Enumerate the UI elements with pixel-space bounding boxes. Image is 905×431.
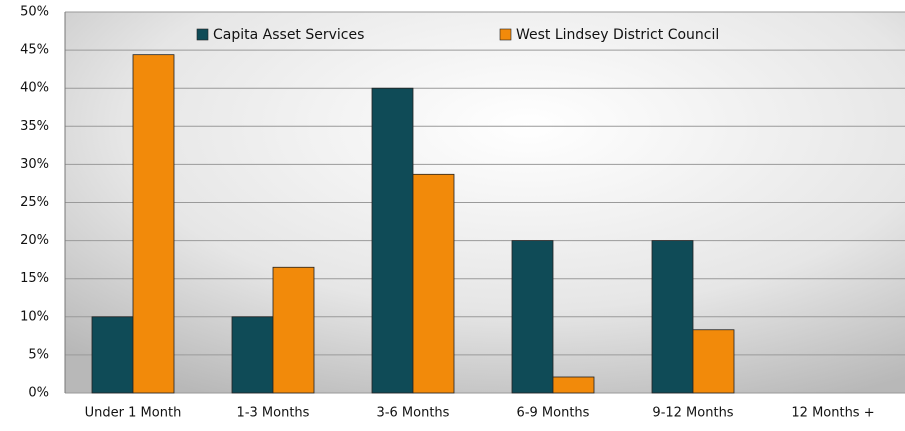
y-tick-label: 10% <box>20 309 49 324</box>
legend-label: West Lindsey District Council <box>516 27 719 43</box>
bar <box>371 87 414 394</box>
legend-label: Capita Asset Services <box>213 27 364 43</box>
y-tick-label: 15% <box>20 271 49 286</box>
bar <box>91 316 134 394</box>
y-tick-label: 40% <box>20 81 49 96</box>
x-tick-label: 6-9 Months <box>517 406 590 421</box>
bar <box>272 266 315 394</box>
y-tick-label: 45% <box>20 43 49 58</box>
legend-swatch <box>196 28 209 41</box>
y-tick-label: 50% <box>20 5 49 20</box>
x-tick-label: Under 1 Month <box>85 406 182 421</box>
legend-swatch <box>499 28 512 41</box>
bar <box>552 376 595 394</box>
bar <box>132 54 175 394</box>
bar <box>511 240 554 394</box>
x-tick-label: 3-6 Months <box>377 406 450 421</box>
bar <box>651 240 694 394</box>
y-tick-label: 20% <box>20 233 49 248</box>
x-tick-label: 12 Months + <box>791 406 874 421</box>
bar <box>412 173 455 394</box>
bar <box>231 316 274 394</box>
y-tick-label: 5% <box>28 347 49 362</box>
y-tick-label: 25% <box>20 195 49 210</box>
bar <box>692 329 735 394</box>
x-tick-label: 9-12 Months <box>652 406 733 421</box>
y-tick-label: 30% <box>20 157 49 172</box>
y-tick-label: 0% <box>28 386 49 401</box>
y-tick-label: 35% <box>20 119 49 134</box>
x-tick-label: 1-3 Months <box>237 406 310 421</box>
